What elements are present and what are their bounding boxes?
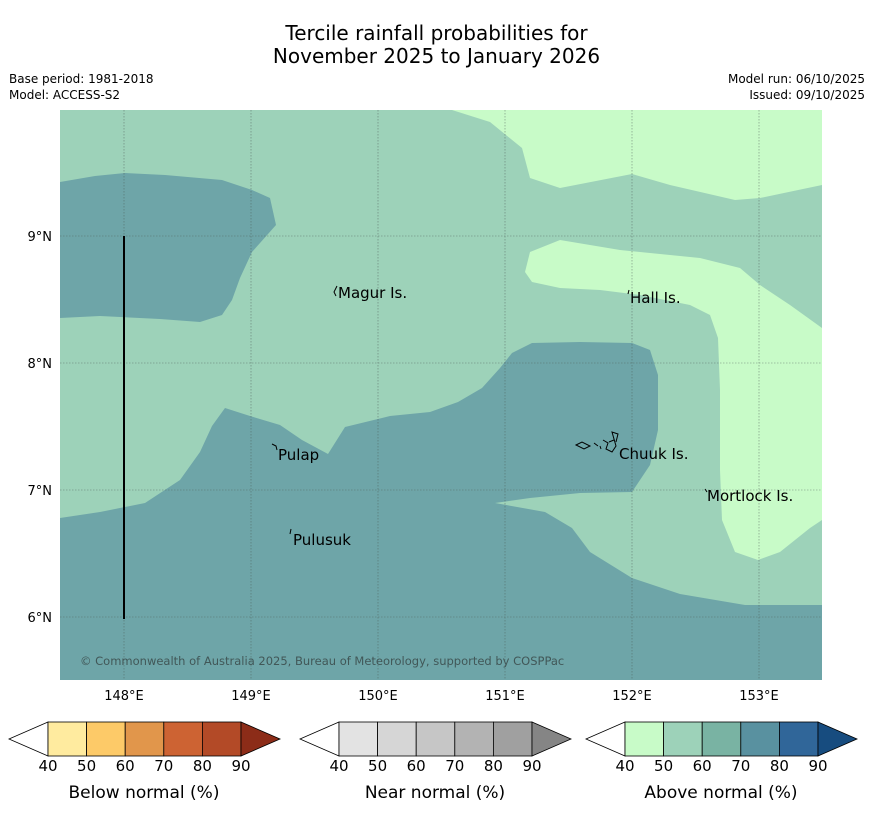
lat-axis: 9°N 8°N 7°N 6°N [28,230,53,626]
legend-below-swatch-70-80 [163,721,203,757]
legend-near-swatch-40-50 [338,721,378,757]
legend-near-swatch-70-80 [454,721,494,757]
region-above-40-50-right [525,240,822,560]
legend-above-swatch-60-70 [701,721,742,757]
legend-below-tick-50: 50 [77,757,96,775]
legend-above-tick-60: 60 [693,757,712,775]
place-label-pulap: Pulap [278,446,319,464]
legend-above-tick-90: 90 [808,757,827,775]
legend-above-tick-40: 40 [615,757,634,775]
island-pulap [271,443,278,451]
chart-title: Tercile rainfall probabilities for Novem… [0,22,873,68]
legend-above-tick-50: 50 [654,757,673,775]
legend-near-ticks: 40 50 60 70 80 90 Near normal (%) [329,757,541,803]
region-above-60-70-south [60,342,822,680]
place-label-pulusuk: Pulusuk [293,531,351,549]
legend-below-title: Below normal (%) [69,783,220,803]
legend-near-tick-40: 40 [329,757,348,775]
lat-tick-6: 6°N [28,611,53,626]
lon-axis: 148°E 149°E 150°E 151°E 152°E 153°E [104,689,779,704]
legend-below-swatch-60-70 [124,721,165,757]
legend-near-swatch-60-70 [415,721,456,757]
legend-near-tick-80: 80 [484,757,503,775]
place-label-hall: Hall Is. [630,289,681,307]
base-period-text: Base period: 1981-2018 [9,72,154,86]
legend-near-swatch-under40 [298,721,340,757]
island-outlines [271,285,708,535]
island-pulusuk [289,528,292,535]
legend-above-swatch-under40 [584,721,626,757]
meta-left: Base period: 1981-2018 Model: ACCESS-S2 [9,71,154,103]
lon-tick-150: 150°E [358,689,398,704]
legend-below-swatch-over90 [240,721,282,757]
legend-near-swatch-50-60 [377,721,417,757]
model-run-text: Model run: 06/10/2025 [727,72,865,86]
legend-near-normal [298,721,573,757]
lon-tick-151: 151°E [485,689,525,704]
graticule [60,110,822,680]
legend-above-swatch-over90 [817,721,859,757]
title-line-2: November 2025 to January 2026 [272,44,601,68]
region-above-40-50-top [452,110,822,200]
place-label-magur: Magur Is. [338,284,407,302]
legend-above-swatch-80-90 [779,721,819,757]
legend-near-tick-50: 50 [368,757,387,775]
lat-tick-9: 9°N [28,230,53,245]
place-label-chuuk: Chuuk Is. [619,445,688,463]
legend-below-tick-90: 90 [231,757,250,775]
legend-above-title: Above normal (%) [644,783,797,803]
issued-text: Issued: 09/10/2025 [749,88,865,102]
meta-right: Model run: 06/10/2025 Issued: 09/10/2025 [728,71,865,103]
legend-above-tick-70: 70 [731,757,750,775]
legend-below-normal [7,721,282,757]
island-mortlock [704,488,708,493]
legend-below-tick-80: 80 [193,757,212,775]
copyright-text: © Commonwealth of Australia 2025, Bureau… [80,654,564,668]
legend-above-swatch-50-60 [663,721,703,757]
legend-below-ticks: 40 50 60 70 80 90 Below normal (%) [38,757,250,803]
lon-tick-148: 148°E [104,689,144,704]
legend-below-swatch-50-60 [86,721,126,757]
legend-below-swatch-80-90 [201,721,242,757]
legend-near-tick-70: 70 [445,757,464,775]
legend-below-swatch-40-50 [47,721,87,757]
legend-below-tick-40: 40 [38,757,57,775]
island-hall [627,289,630,295]
legend-above-swatch-40-50 [624,721,664,757]
lat-tick-7: 7°N [28,484,53,499]
legend-below-swatch-under40 [7,721,49,757]
legend-above-swatch-70-80 [740,721,780,757]
legend-above-ticks: 40 50 60 70 80 90 Above normal (%) [615,757,827,803]
island-magur [333,285,338,297]
legend-near-tick-60: 60 [407,757,426,775]
legend-near-swatch-80-90 [492,721,533,757]
legend-near-swatch-over90 [531,721,573,757]
lon-tick-149: 149°E [231,689,271,704]
island-chuuk [574,431,619,453]
legend-near-title: Near normal (%) [365,783,505,803]
legend-below-tick-60: 60 [116,757,135,775]
lat-tick-8: 8°N [28,357,53,372]
legend-above-tick-80: 80 [770,757,789,775]
legend-below-tick-70: 70 [154,757,173,775]
lon-tick-152: 152°E [612,689,652,704]
legend-above-normal [584,721,859,757]
map-area[interactable]: Magur Is. Hall Is. Pulap Chuuk Is. Mortl… [60,110,822,680]
lon-tick-153: 153°E [739,689,779,704]
place-label-mortlock: Mortlock Is. [707,487,793,505]
region-above-60-70-northwest [60,173,276,322]
title-line-1: Tercile rainfall probabilities for [285,21,588,45]
legend-near-tick-90: 90 [522,757,541,775]
model-text: Model: ACCESS-S2 [9,88,121,102]
